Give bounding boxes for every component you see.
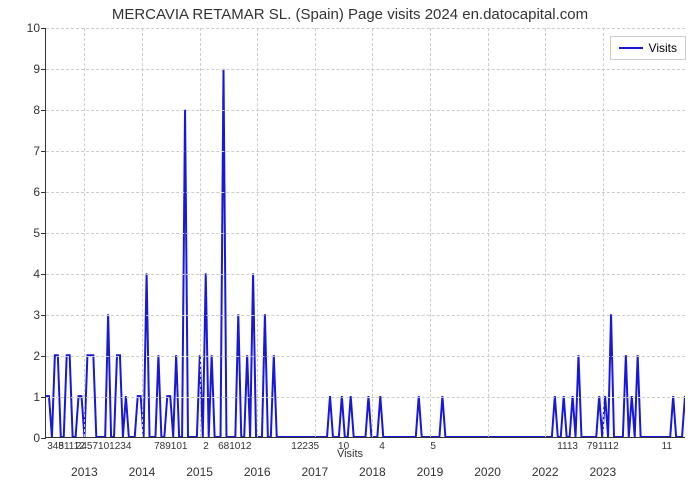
vgridline [545, 28, 546, 437]
ytick-label: 2 [10, 349, 40, 363]
year-label: 2019 [417, 465, 444, 479]
ytick-label: 10 [10, 21, 40, 35]
ytick-mark [41, 69, 46, 70]
ytick-label: 9 [10, 62, 40, 76]
ytick-label: 0 [10, 431, 40, 445]
ytick-mark [41, 28, 46, 29]
year-label: 2016 [244, 465, 271, 479]
ytick-mark [41, 110, 46, 111]
vgridline [372, 28, 373, 437]
ytick-mark [41, 397, 46, 398]
ytick-label: 5 [10, 226, 40, 240]
year-label: 2022 [532, 465, 559, 479]
ytick-label: 3 [10, 308, 40, 322]
year-label: 2014 [129, 465, 156, 479]
vgridline [315, 28, 316, 437]
ytick-mark [41, 151, 46, 152]
vgridline [603, 28, 604, 437]
ytick-mark [41, 233, 46, 234]
year-label: 2020 [474, 465, 501, 479]
vgridline [84, 28, 85, 437]
vgridline [200, 28, 201, 437]
ytick-mark [41, 315, 46, 316]
vgridline [257, 28, 258, 437]
legend-label: Visits [649, 41, 677, 55]
ytick-label: 4 [10, 267, 40, 281]
year-label: 2018 [359, 465, 386, 479]
legend: Visits [610, 36, 686, 60]
ytick-mark [41, 438, 46, 439]
ytick-mark [41, 274, 46, 275]
year-label: 2017 [301, 465, 328, 479]
ytick-label: 6 [10, 185, 40, 199]
ytick-mark [41, 192, 46, 193]
vgridline [142, 28, 143, 437]
chart-title: MERCAVIA RETAMAR SL. (Spain) Page visits… [0, 6, 700, 23]
year-label: 2013 [71, 465, 98, 479]
year-label: 2023 [589, 465, 616, 479]
ytick-label: 1 [10, 390, 40, 404]
plot-area: 3458111224571012347891012681012122351045… [45, 28, 685, 438]
legend-swatch [619, 47, 643, 49]
ytick-label: 8 [10, 103, 40, 117]
year-label: 2015 [186, 465, 213, 479]
vgridline [488, 28, 489, 437]
chart-container: MERCAVIA RETAMAR SL. (Spain) Page visits… [0, 0, 700, 500]
ytick-mark [41, 356, 46, 357]
vgridline [430, 28, 431, 437]
x-axis-label: Visits [0, 448, 700, 460]
ytick-label: 7 [10, 144, 40, 158]
